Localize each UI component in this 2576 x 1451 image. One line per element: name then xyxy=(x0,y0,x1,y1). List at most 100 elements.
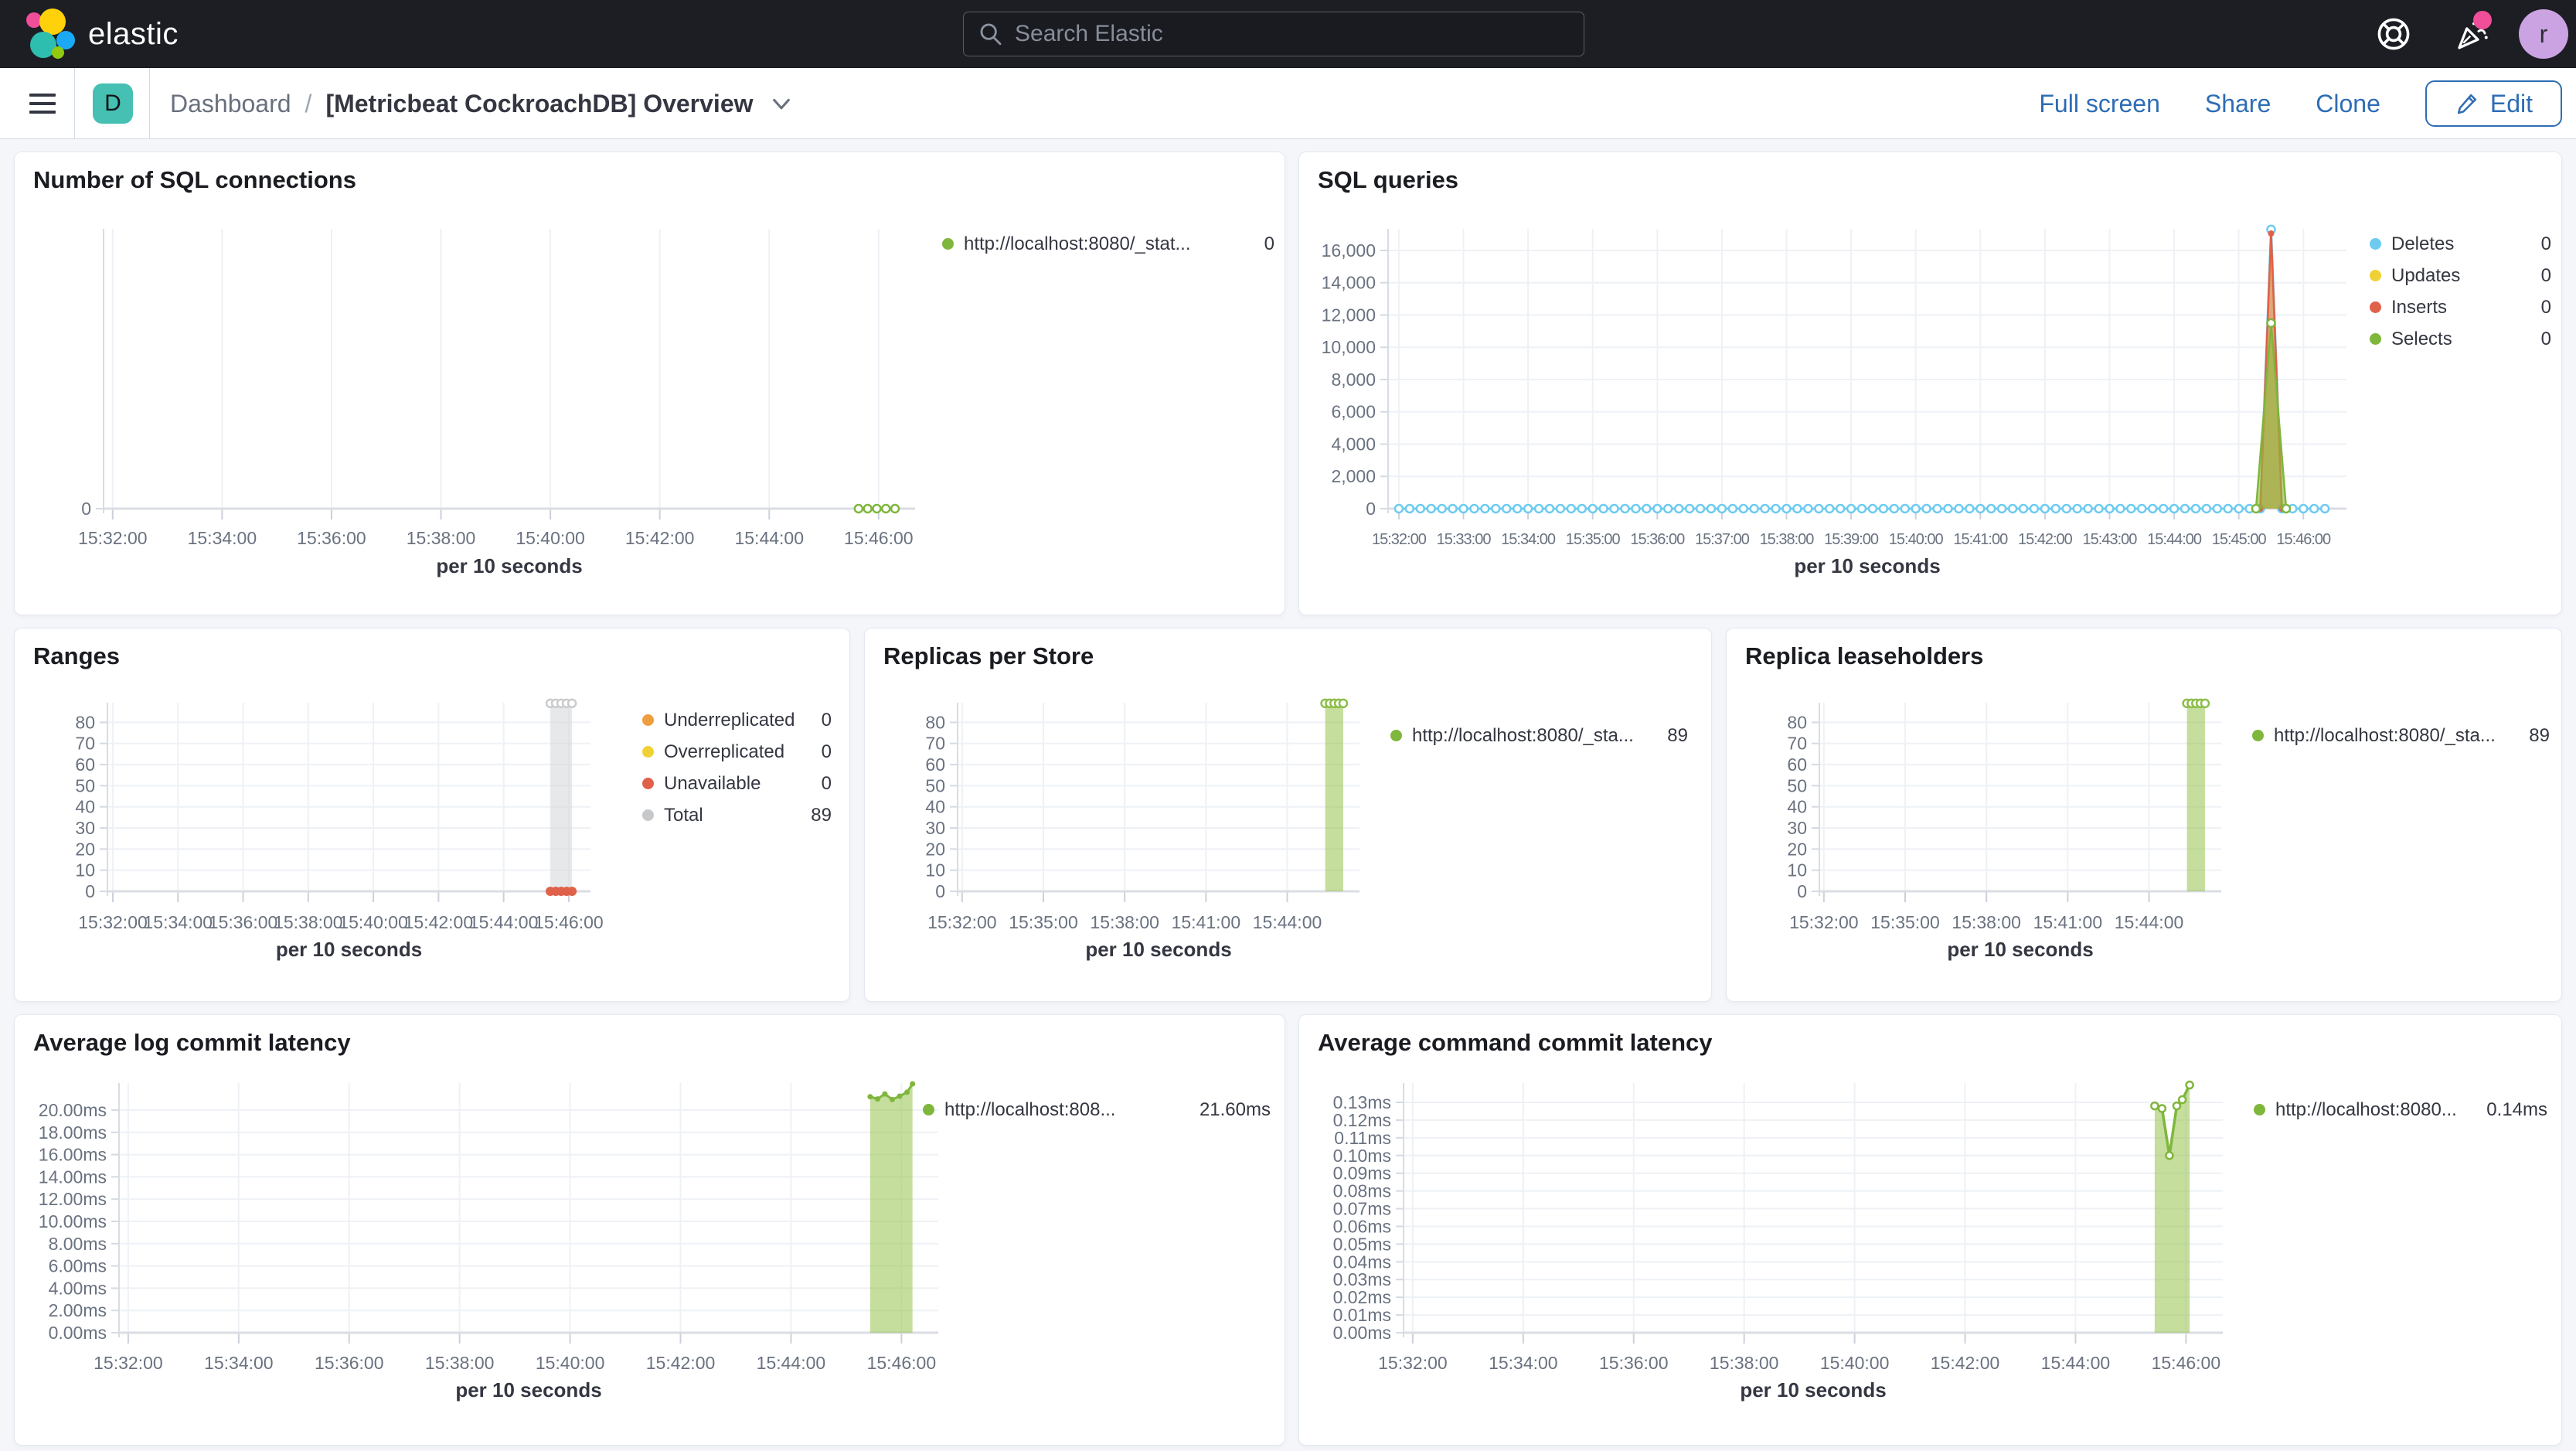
ranges-chart[interactable]: 0102030405060708015:32:0015:34:0015:36:0… xyxy=(15,690,851,1003)
svg-text:0.04ms: 0.04ms xyxy=(1333,1252,1391,1272)
svg-text:0.10ms: 0.10ms xyxy=(1333,1146,1391,1166)
panel-replica-leaseholders: Replica leaseholders 0 10 20 30 40 50 60 70 80 15… xyxy=(1726,628,2562,1002)
legend-item[interactable]: Total 89 xyxy=(642,799,832,831)
legend-item[interactable]: http://localhost:8080/_sta... 89 xyxy=(1390,720,1688,751)
sql-queries-chart[interactable]: 0 2,000 4,000 6,000 8,000 10,000 12,000 14,000 1… xyxy=(1299,214,2563,616)
svg-text:0.05ms: 0.05ms xyxy=(1333,1234,1391,1254)
legend-color-dot xyxy=(642,809,654,821)
global-search-box[interactable] xyxy=(963,12,1584,56)
svg-text:15:44:00: 15:44:00 xyxy=(2041,1353,2111,1373)
legend-item[interactable]: Underreplicated 0 xyxy=(642,704,832,736)
legend-item[interactable]: http://localhost:8080... 0.14ms xyxy=(2254,1094,2547,1126)
svg-text:0: 0 xyxy=(85,881,95,901)
legend-value: 0 xyxy=(821,772,832,794)
dashboard-app-badge[interactable]: D xyxy=(93,83,133,124)
legend-color-dot xyxy=(2370,301,2381,313)
breadcrumb-dashboard-link[interactable]: Dashboard xyxy=(170,89,291,118)
svg-text:15:42:00: 15:42:00 xyxy=(404,912,474,932)
svg-text:15:40:00: 15:40:00 xyxy=(1820,1353,1890,1373)
command-commit-latency-chart[interactable]: 0.00ms0.01ms0.02ms0.03ms0.04ms0.05ms0.06… xyxy=(1299,1077,2563,1446)
panel-title: Replicas per Store xyxy=(883,642,1094,669)
chart-legend: http://localhost:8080/_sta... 89 xyxy=(2252,720,2550,751)
help-button[interactable] xyxy=(2363,0,2425,68)
svg-text:0.01ms: 0.01ms xyxy=(1333,1305,1391,1325)
svg-text:12.00ms: 12.00ms xyxy=(39,1189,107,1209)
svg-text:15:39:00: 15:39:00 xyxy=(1824,531,1879,548)
legend-item[interactable]: http://localhost:808... 21.60ms xyxy=(923,1094,1271,1126)
panel-sql-connections: Number of SQL connections 0 15:32:00 15:34… xyxy=(14,152,1285,615)
full-screen-button[interactable]: Full screen xyxy=(2039,89,2160,118)
top-header: elastic r xyxy=(0,0,2576,68)
svg-text:40: 40 xyxy=(1787,797,1807,817)
svg-text:12,000: 12,000 xyxy=(1322,305,1376,325)
elastic-logo[interactable]: elastic xyxy=(20,8,179,60)
svg-text:20.00ms: 20.00ms xyxy=(39,1100,107,1120)
svg-text:16,000: 16,000 xyxy=(1322,240,1376,261)
svg-text:15:45:00: 15:45:00 xyxy=(2212,531,2267,548)
svg-text:60: 60 xyxy=(925,754,945,775)
legend-item[interactable]: http://localhost:8080/_stat... 0 xyxy=(942,228,1274,260)
svg-text:15:46:00: 15:46:00 xyxy=(534,912,604,932)
sql-connections-chart[interactable]: 0 15:32:00 15:34:00 15:36:00 15:38:00 15:40:0… xyxy=(15,214,1286,616)
legend-item[interactable]: Unavailable 0 xyxy=(642,768,832,799)
svg-text:0.13ms: 0.13ms xyxy=(1333,1092,1391,1112)
menu-button[interactable] xyxy=(29,87,63,121)
share-button[interactable]: Share xyxy=(2204,89,2271,118)
svg-text:per 10 seconds: per 10 seconds xyxy=(436,554,582,577)
legend-color-dot xyxy=(642,746,654,758)
legend-value: 89 xyxy=(1667,724,1688,746)
legend-item[interactable]: Inserts 0 xyxy=(2370,291,2551,323)
edit-button[interactable]: Edit xyxy=(2425,80,2562,127)
user-avatar[interactable]: r xyxy=(2519,9,2568,59)
svg-text:15:38:00: 15:38:00 xyxy=(1710,1353,1779,1373)
legend-color-dot xyxy=(2370,333,2381,345)
panel-title: SQL queries xyxy=(1318,166,1459,193)
legend-item[interactable]: http://localhost:8080/_sta... 89 xyxy=(2252,720,2550,751)
svg-text:8,000: 8,000 xyxy=(1331,370,1376,390)
search-input[interactable] xyxy=(1015,21,1570,47)
svg-text:15:38:00: 15:38:00 xyxy=(1090,912,1159,932)
logo-wordmark: elastic xyxy=(88,16,179,51)
panel-title: Number of SQL connections xyxy=(33,166,356,193)
svg-text:15:32:00: 15:32:00 xyxy=(1372,531,1427,548)
svg-text:6,000: 6,000 xyxy=(1331,402,1376,422)
avatar-initial: r xyxy=(2539,19,2548,48)
svg-text:per 10 seconds: per 10 seconds xyxy=(1740,1378,1886,1402)
svg-text:15:42:00: 15:42:00 xyxy=(2018,531,2073,548)
svg-text:15:36:00: 15:36:00 xyxy=(315,1353,384,1373)
svg-text:per 10 seconds: per 10 seconds xyxy=(1794,554,1940,577)
news-feed-button[interactable] xyxy=(2441,0,2503,68)
svg-text:8.00ms: 8.00ms xyxy=(49,1234,107,1254)
toolbar-actions: Full screen Share Clone Edit xyxy=(2039,68,2562,139)
svg-text:15:40:00: 15:40:00 xyxy=(1889,531,1944,548)
clone-button[interactable]: Clone xyxy=(2316,89,2380,118)
legend-value: 0 xyxy=(1264,233,1274,254)
legend-item[interactable]: Updates 0 xyxy=(2370,260,2551,291)
title-menu-button[interactable] xyxy=(771,93,792,114)
svg-text:15:38:00: 15:38:00 xyxy=(274,912,343,932)
legend-item[interactable]: Selects 0 xyxy=(2370,323,2551,355)
svg-text:0.08ms: 0.08ms xyxy=(1333,1181,1391,1201)
svg-text:0: 0 xyxy=(935,881,945,901)
svg-text:20: 20 xyxy=(75,839,95,859)
svg-text:15:32:00: 15:32:00 xyxy=(78,912,148,932)
breadcrumb: Dashboard / [Metricbeat CockroachDB] Ove… xyxy=(170,68,792,139)
legend-item[interactable]: Overreplicated 0 xyxy=(642,736,832,768)
legend-item[interactable]: Deletes 0 xyxy=(2370,228,2551,260)
svg-text:15:38:00: 15:38:00 xyxy=(407,528,476,548)
svg-text:2.00ms: 2.00ms xyxy=(49,1300,107,1320)
svg-text:per 10 seconds: per 10 seconds xyxy=(1947,938,2093,961)
svg-text:70: 70 xyxy=(1787,734,1807,754)
svg-text:15:44:00: 15:44:00 xyxy=(469,912,539,932)
svg-text:15:38:00: 15:38:00 xyxy=(425,1353,495,1373)
svg-text:18.00ms: 18.00ms xyxy=(39,1122,107,1143)
svg-text:30: 30 xyxy=(1787,818,1807,838)
elastic-logo-icon xyxy=(26,9,75,59)
svg-text:15:40:00: 15:40:00 xyxy=(536,1353,605,1373)
svg-text:15:42:00: 15:42:00 xyxy=(1931,1353,2000,1373)
svg-text:15:40:00: 15:40:00 xyxy=(339,912,408,932)
panel-sql-queries: SQL queries 0 2,000 4,000 6,000 8,000 10,000 1… xyxy=(1298,152,2562,615)
